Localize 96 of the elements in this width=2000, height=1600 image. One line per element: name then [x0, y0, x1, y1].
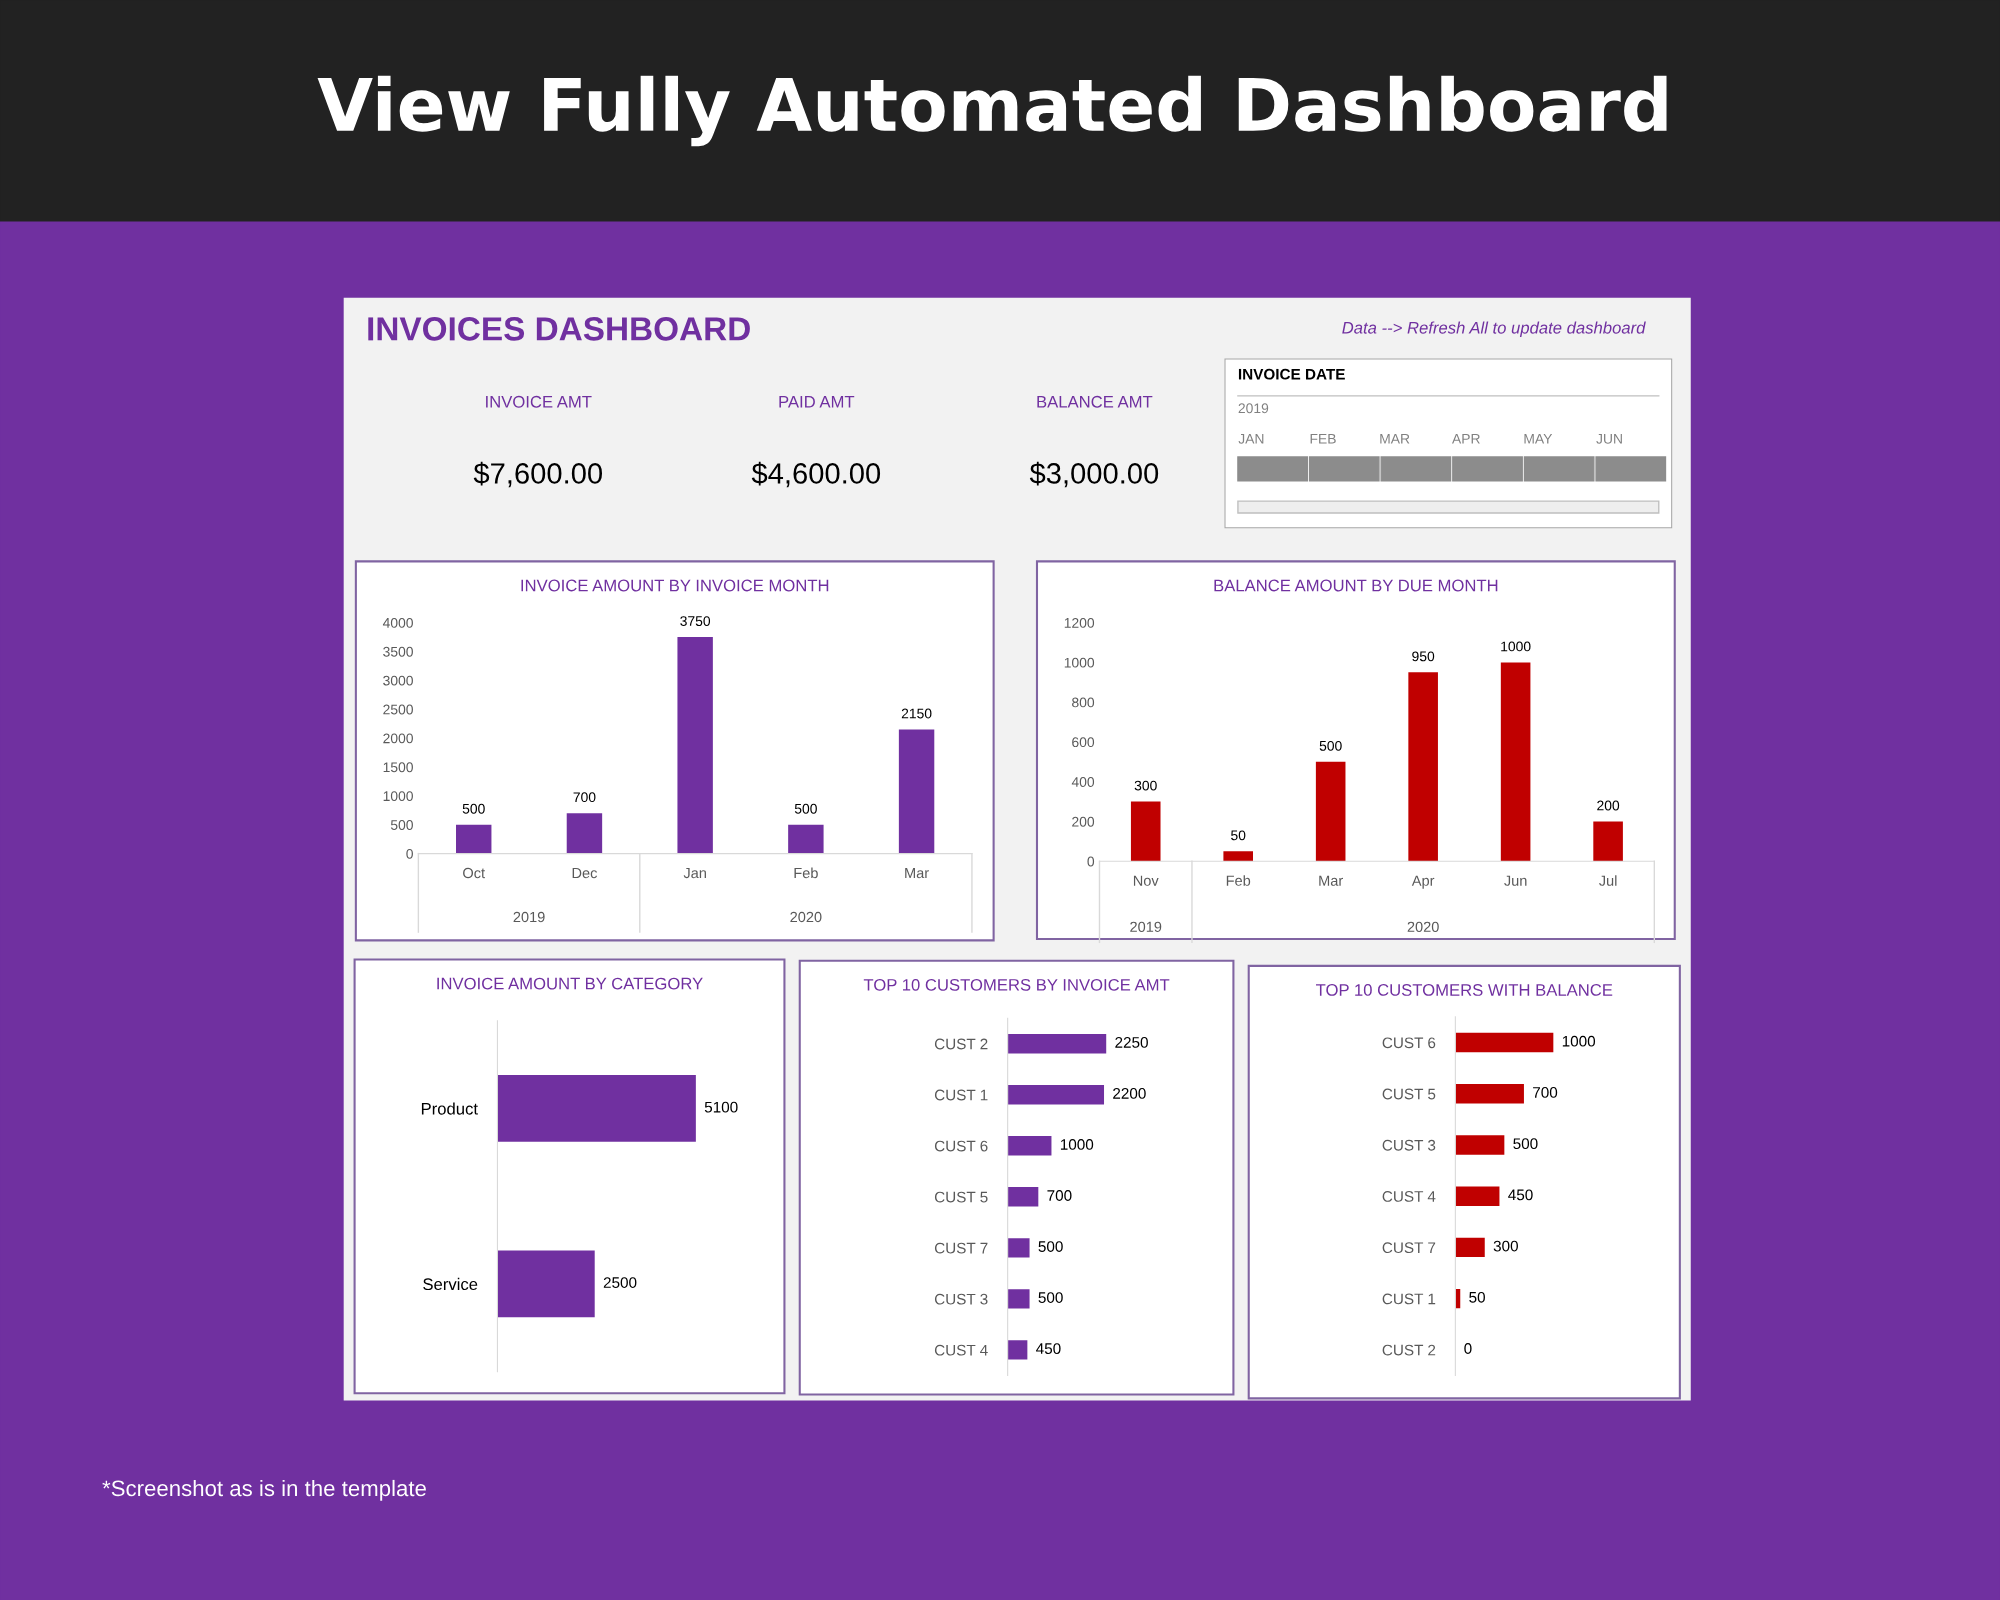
- x-tick-label: Mar: [1319, 875, 1343, 886]
- x-tick-label: Jan: [683, 868, 706, 879]
- text: 2019: [1238, 403, 1269, 414]
- y-tick-label: CUST 6: [934, 1140, 988, 1152]
- category-label: JUN: [1596, 434, 1622, 444]
- y-tick-label: 600: [1072, 737, 1095, 748]
- data-label: 300: [1134, 780, 1157, 791]
- y-tick-label: 1200: [1064, 617, 1095, 628]
- y-tick-label: CUST 5: [1382, 1088, 1436, 1100]
- y-tick-label: CUST 1: [934, 1089, 988, 1101]
- x-tick-label: Feb: [794, 867, 818, 879]
- y-tick-label: CUST 3: [934, 1293, 988, 1305]
- y-tick-label: CUST 6: [1382, 1037, 1436, 1049]
- text: 2019: [513, 911, 545, 923]
- category-label: MAR: [1380, 434, 1410, 444]
- data-label: 0: [1464, 1343, 1472, 1354]
- data-label: 50: [1231, 830, 1246, 841]
- text: $4,600.00: [751, 461, 881, 488]
- y-tick-label: 200: [1072, 816, 1095, 827]
- x-tick-label: Jul: [1599, 875, 1617, 886]
- y-tick-label: 400: [1071, 777, 1095, 787]
- chart-title: INVOICE AMOUNT BY INVOICE MONTH: [521, 579, 829, 592]
- x-tick-label: Apr: [1411, 875, 1435, 889]
- data-label: 500: [794, 803, 817, 814]
- data-label: 2500: [603, 1277, 637, 1288]
- x-tick-label: Oct: [463, 867, 485, 879]
- data-label: 700: [1533, 1087, 1558, 1098]
- text: 2020: [790, 911, 822, 923]
- y-tick-label: 1000: [1064, 657, 1095, 668]
- category-label: BALANCE AMT: [1037, 395, 1153, 408]
- y-tick-label: 800: [1072, 697, 1095, 708]
- x-tick-label: Mar: [905, 868, 929, 879]
- x-tick-label: Dec: [572, 868, 598, 879]
- data-label: 50: [1469, 1291, 1485, 1303]
- text: 2019: [1130, 921, 1162, 932]
- text: $7,600.00: [473, 461, 603, 488]
- data-label: 1000: [1501, 641, 1531, 652]
- y-tick-label: 2500: [383, 704, 413, 715]
- data-label: 200: [1597, 800, 1620, 811]
- y-tick-label: CUST 3: [1382, 1139, 1436, 1151]
- y-tick-label: CUST 2: [1382, 1344, 1436, 1356]
- category-label: PAID AMT: [779, 396, 855, 408]
- category-label: INVOICE AMT: [486, 395, 592, 408]
- y-tick-label: CUST 5: [934, 1191, 988, 1203]
- chart-title: TOP 10 CUSTOMERS BY INVOICE AMT: [863, 978, 1170, 991]
- y-tick-label: CUST 2: [934, 1038, 988, 1050]
- y-tick-label: 1000: [383, 791, 413, 802]
- text: *Screenshot as is in the template: [102, 1479, 426, 1501]
- data-label: 300: [1493, 1240, 1518, 1252]
- data-label: 700: [573, 792, 596, 803]
- data-label: 450: [1036, 1343, 1061, 1355]
- y-tick-label: 500: [390, 820, 413, 830]
- y-tick-label: 1500: [383, 762, 413, 773]
- data-label: 3750: [680, 616, 711, 626]
- chart-title: TOP 10 CUSTOMERS WITH BALANCE: [1316, 984, 1613, 996]
- data-label: 2150: [901, 708, 932, 719]
- y-tick-label: CUST 4: [1382, 1191, 1436, 1202]
- y-tick-label: 3500: [383, 646, 413, 657]
- y-tick-label: CUST 4: [934, 1344, 988, 1356]
- y-tick-label: Product: [421, 1102, 478, 1115]
- x-tick-label: Feb: [1226, 875, 1251, 886]
- data-label: 500: [462, 803, 485, 814]
- data-label: 500: [1038, 1241, 1063, 1252]
- data-label: 5100: [704, 1101, 738, 1113]
- data-label: 450: [1508, 1189, 1533, 1201]
- category-label: APR: [1452, 434, 1480, 444]
- chart-title: BALANCE AMOUNT BY DUE MONTH: [1214, 579, 1498, 592]
- y-tick-label: CUST 1: [1382, 1293, 1436, 1305]
- y-tick-label: 0: [406, 848, 413, 859]
- x-tick-label: Nov: [1133, 875, 1159, 886]
- y-tick-label: 4000: [382, 617, 413, 628]
- y-tick-label: 0: [1087, 856, 1095, 867]
- category-label: MAY: [1524, 434, 1553, 444]
- text: Data --> Refresh All to update dashboard: [1342, 321, 1646, 337]
- data-label: 700: [1047, 1190, 1072, 1201]
- data-label: 950: [1412, 651, 1435, 662]
- text: 2020: [1407, 921, 1439, 932]
- text: INVOICE DATE: [1238, 368, 1345, 380]
- chart-title: INVOICE AMOUNT BY CATEGORY: [437, 977, 703, 990]
- text: INVOICES DASHBOARD: [368, 317, 750, 341]
- data-label: 2250: [1115, 1036, 1148, 1048]
- data-label: 2200: [1113, 1088, 1146, 1099]
- text: $3,000.00: [1029, 461, 1159, 488]
- category-label: FEB: [1310, 434, 1336, 444]
- data-label: 500: [1038, 1292, 1063, 1303]
- y-tick-label: 2000: [383, 733, 413, 744]
- text: View Fully Automated Dashboard: [317, 75, 1667, 147]
- data-label: 1000: [1562, 1035, 1596, 1047]
- y-tick-label: 3000: [383, 675, 413, 686]
- data-label: 500: [1319, 740, 1342, 751]
- y-tick-label: CUST 7: [1382, 1242, 1436, 1254]
- y-tick-label: CUST 7: [934, 1242, 988, 1254]
- category-label: JAN: [1238, 434, 1264, 444]
- y-tick-label: Service: [423, 1277, 478, 1291]
- data-label: 500: [1513, 1138, 1538, 1150]
- x-tick-label: Jun: [1504, 875, 1527, 886]
